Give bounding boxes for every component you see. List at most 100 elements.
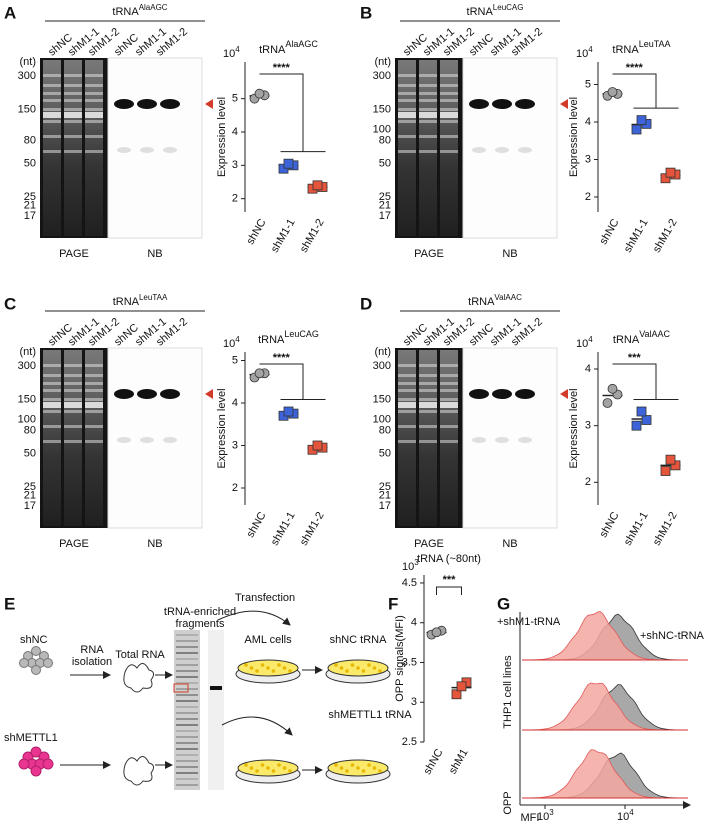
x-tick-label: shM1-2 (651, 510, 680, 548)
axis-exponent-base: 10 (223, 338, 235, 350)
gel-band (64, 74, 82, 77)
gel-lane (440, 60, 458, 236)
nb-band (160, 389, 180, 399)
gel-band (64, 112, 82, 118)
gel-band (64, 389, 82, 392)
nb-band (469, 389, 489, 399)
gel-lane (85, 60, 103, 236)
gel-band (85, 425, 103, 428)
y-tick-label: 5 (232, 93, 238, 105)
gel-band (85, 135, 103, 138)
gel-band (176, 754, 198, 756)
y-tick-label: 2 (232, 482, 238, 494)
size-marker: 150 (373, 394, 391, 406)
cell (260, 763, 265, 767)
cell (361, 769, 366, 773)
size-marker: (nt) (20, 346, 37, 358)
gel-lane (43, 350, 61, 526)
nb-band (137, 389, 157, 399)
gel-band (85, 74, 103, 77)
gel-band (176, 772, 198, 774)
size-marker: 150 (18, 104, 36, 116)
label: shMETTL1 (4, 732, 58, 744)
nb-smear (163, 147, 177, 153)
gel-band (419, 382, 437, 385)
gel-label: PAGE (414, 538, 444, 550)
cell (43, 658, 53, 668)
nb-band (492, 99, 512, 109)
gel-band (64, 402, 82, 408)
cell (367, 763, 371, 767)
panel-letter: D (360, 294, 372, 313)
size-marker: 300 (18, 70, 36, 82)
gel-band (398, 112, 416, 118)
gel-band (440, 150, 458, 153)
gel-lane (64, 60, 82, 236)
data-point (254, 368, 265, 379)
gel-label: NB (147, 538, 162, 550)
gel-band (398, 92, 416, 95)
gel-band (176, 640, 198, 642)
axis-exponent: 103 (402, 558, 419, 573)
sig-label: *** (628, 352, 642, 364)
gel-band (419, 389, 437, 392)
panel-letter: C (4, 294, 16, 313)
gel-band (176, 766, 198, 768)
data-point (636, 406, 647, 417)
gel-label: NB (502, 248, 517, 260)
label: RNA isolation (72, 644, 112, 668)
nb-band (160, 99, 180, 109)
cell (288, 769, 292, 773)
rna-icon (123, 756, 155, 786)
cell (282, 766, 287, 770)
nb-smear (163, 437, 177, 443)
panel-letter: B (360, 3, 372, 22)
cell (345, 769, 349, 773)
data-point (641, 415, 652, 425)
gel-band (43, 389, 61, 392)
gel-band (440, 120, 458, 123)
cell (277, 763, 281, 767)
cell (350, 663, 355, 667)
gel-band (64, 84, 82, 87)
gel-band (43, 120, 61, 123)
cell (249, 666, 254, 670)
gel-band (43, 374, 61, 377)
y-tick-label: 4 (411, 617, 417, 629)
data-point (283, 406, 294, 417)
axis-exponent-base: 10 (576, 338, 588, 350)
gel-band (176, 724, 198, 726)
gel-band (440, 99, 458, 102)
gel-lane (419, 60, 437, 236)
nb-band (492, 389, 512, 399)
cell (18, 758, 30, 770)
gel-band (43, 150, 61, 153)
cell (372, 666, 377, 670)
axis-exponent: 104 (223, 45, 240, 60)
gel-label: PAGE (59, 538, 89, 550)
sig-label: **** (273, 62, 291, 74)
gel-band (440, 74, 458, 77)
size-marker: 50 (379, 157, 391, 169)
gel-band (398, 440, 416, 443)
gel-band (85, 402, 103, 408)
gel-band (440, 402, 458, 408)
chart-title: tRNAAlaAGC (259, 39, 318, 56)
gel-band (43, 410, 61, 413)
gel-band (398, 364, 416, 367)
gel-band (176, 742, 198, 744)
cell (378, 669, 382, 673)
gel-band (176, 712, 198, 714)
gel-band (43, 99, 61, 102)
data-point (278, 163, 289, 174)
size-marker: 17 (24, 210, 36, 222)
axis-exponent: 104 (223, 335, 240, 350)
y-tick-label: 4 (232, 397, 238, 409)
cell (255, 669, 259, 673)
sig-bracket (436, 586, 462, 595)
cell (334, 763, 338, 767)
gel-band (85, 84, 103, 87)
x-tick-label: shNC (421, 747, 445, 777)
size-marker: 300 (373, 70, 391, 82)
